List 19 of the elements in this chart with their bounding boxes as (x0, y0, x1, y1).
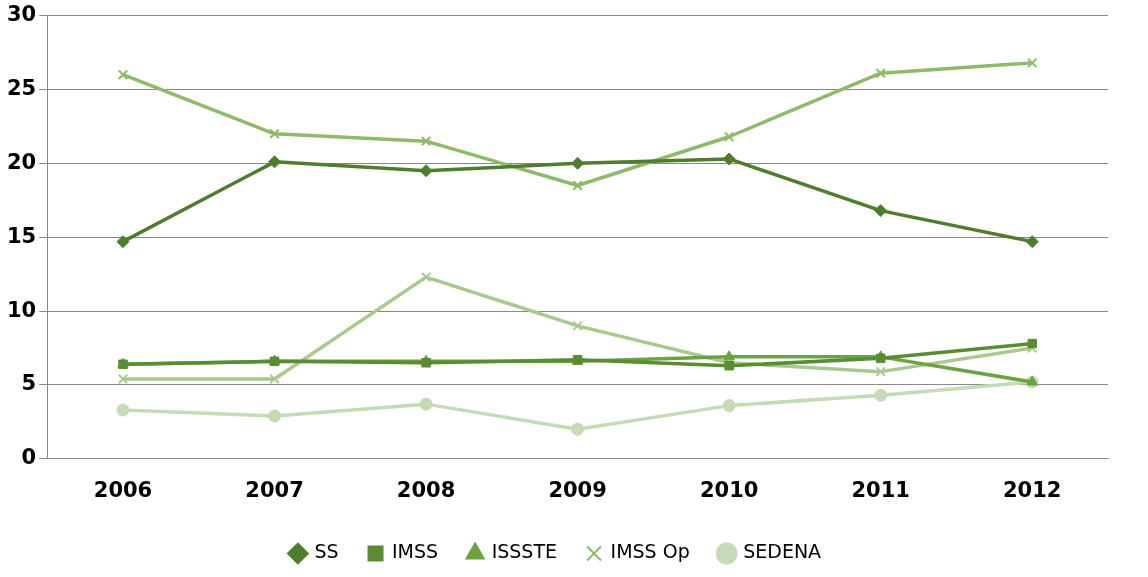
x-tick-label: 2009 (548, 477, 607, 502)
y-tick-label: 20 (6, 149, 37, 174)
y-tick-label: 10 (6, 297, 37, 322)
y-tick-label: 0 (21, 445, 37, 470)
legend-label: IMSS (392, 540, 439, 563)
x-tick-label: 2012 (1003, 477, 1062, 502)
x-tick-label: 2011 (851, 477, 910, 502)
y-tick-label: 25 (6, 75, 37, 100)
legend-label: SS (314, 540, 339, 563)
y-tick-label: 15 (6, 223, 37, 248)
x-tick-label: 2007 (245, 477, 304, 502)
legend-label: SEDENA (743, 540, 822, 563)
x-tick-label: 2006 (93, 477, 153, 502)
y-tick-label: 5 (21, 371, 37, 396)
y-tick-label: 30 (6, 2, 37, 27)
x-tick-label: 2008 (396, 477, 456, 502)
x-tick-label: 2010 (699, 477, 759, 502)
legend-label: IMSS Op (610, 540, 690, 563)
legend-label: ISSSTE (491, 540, 558, 563)
